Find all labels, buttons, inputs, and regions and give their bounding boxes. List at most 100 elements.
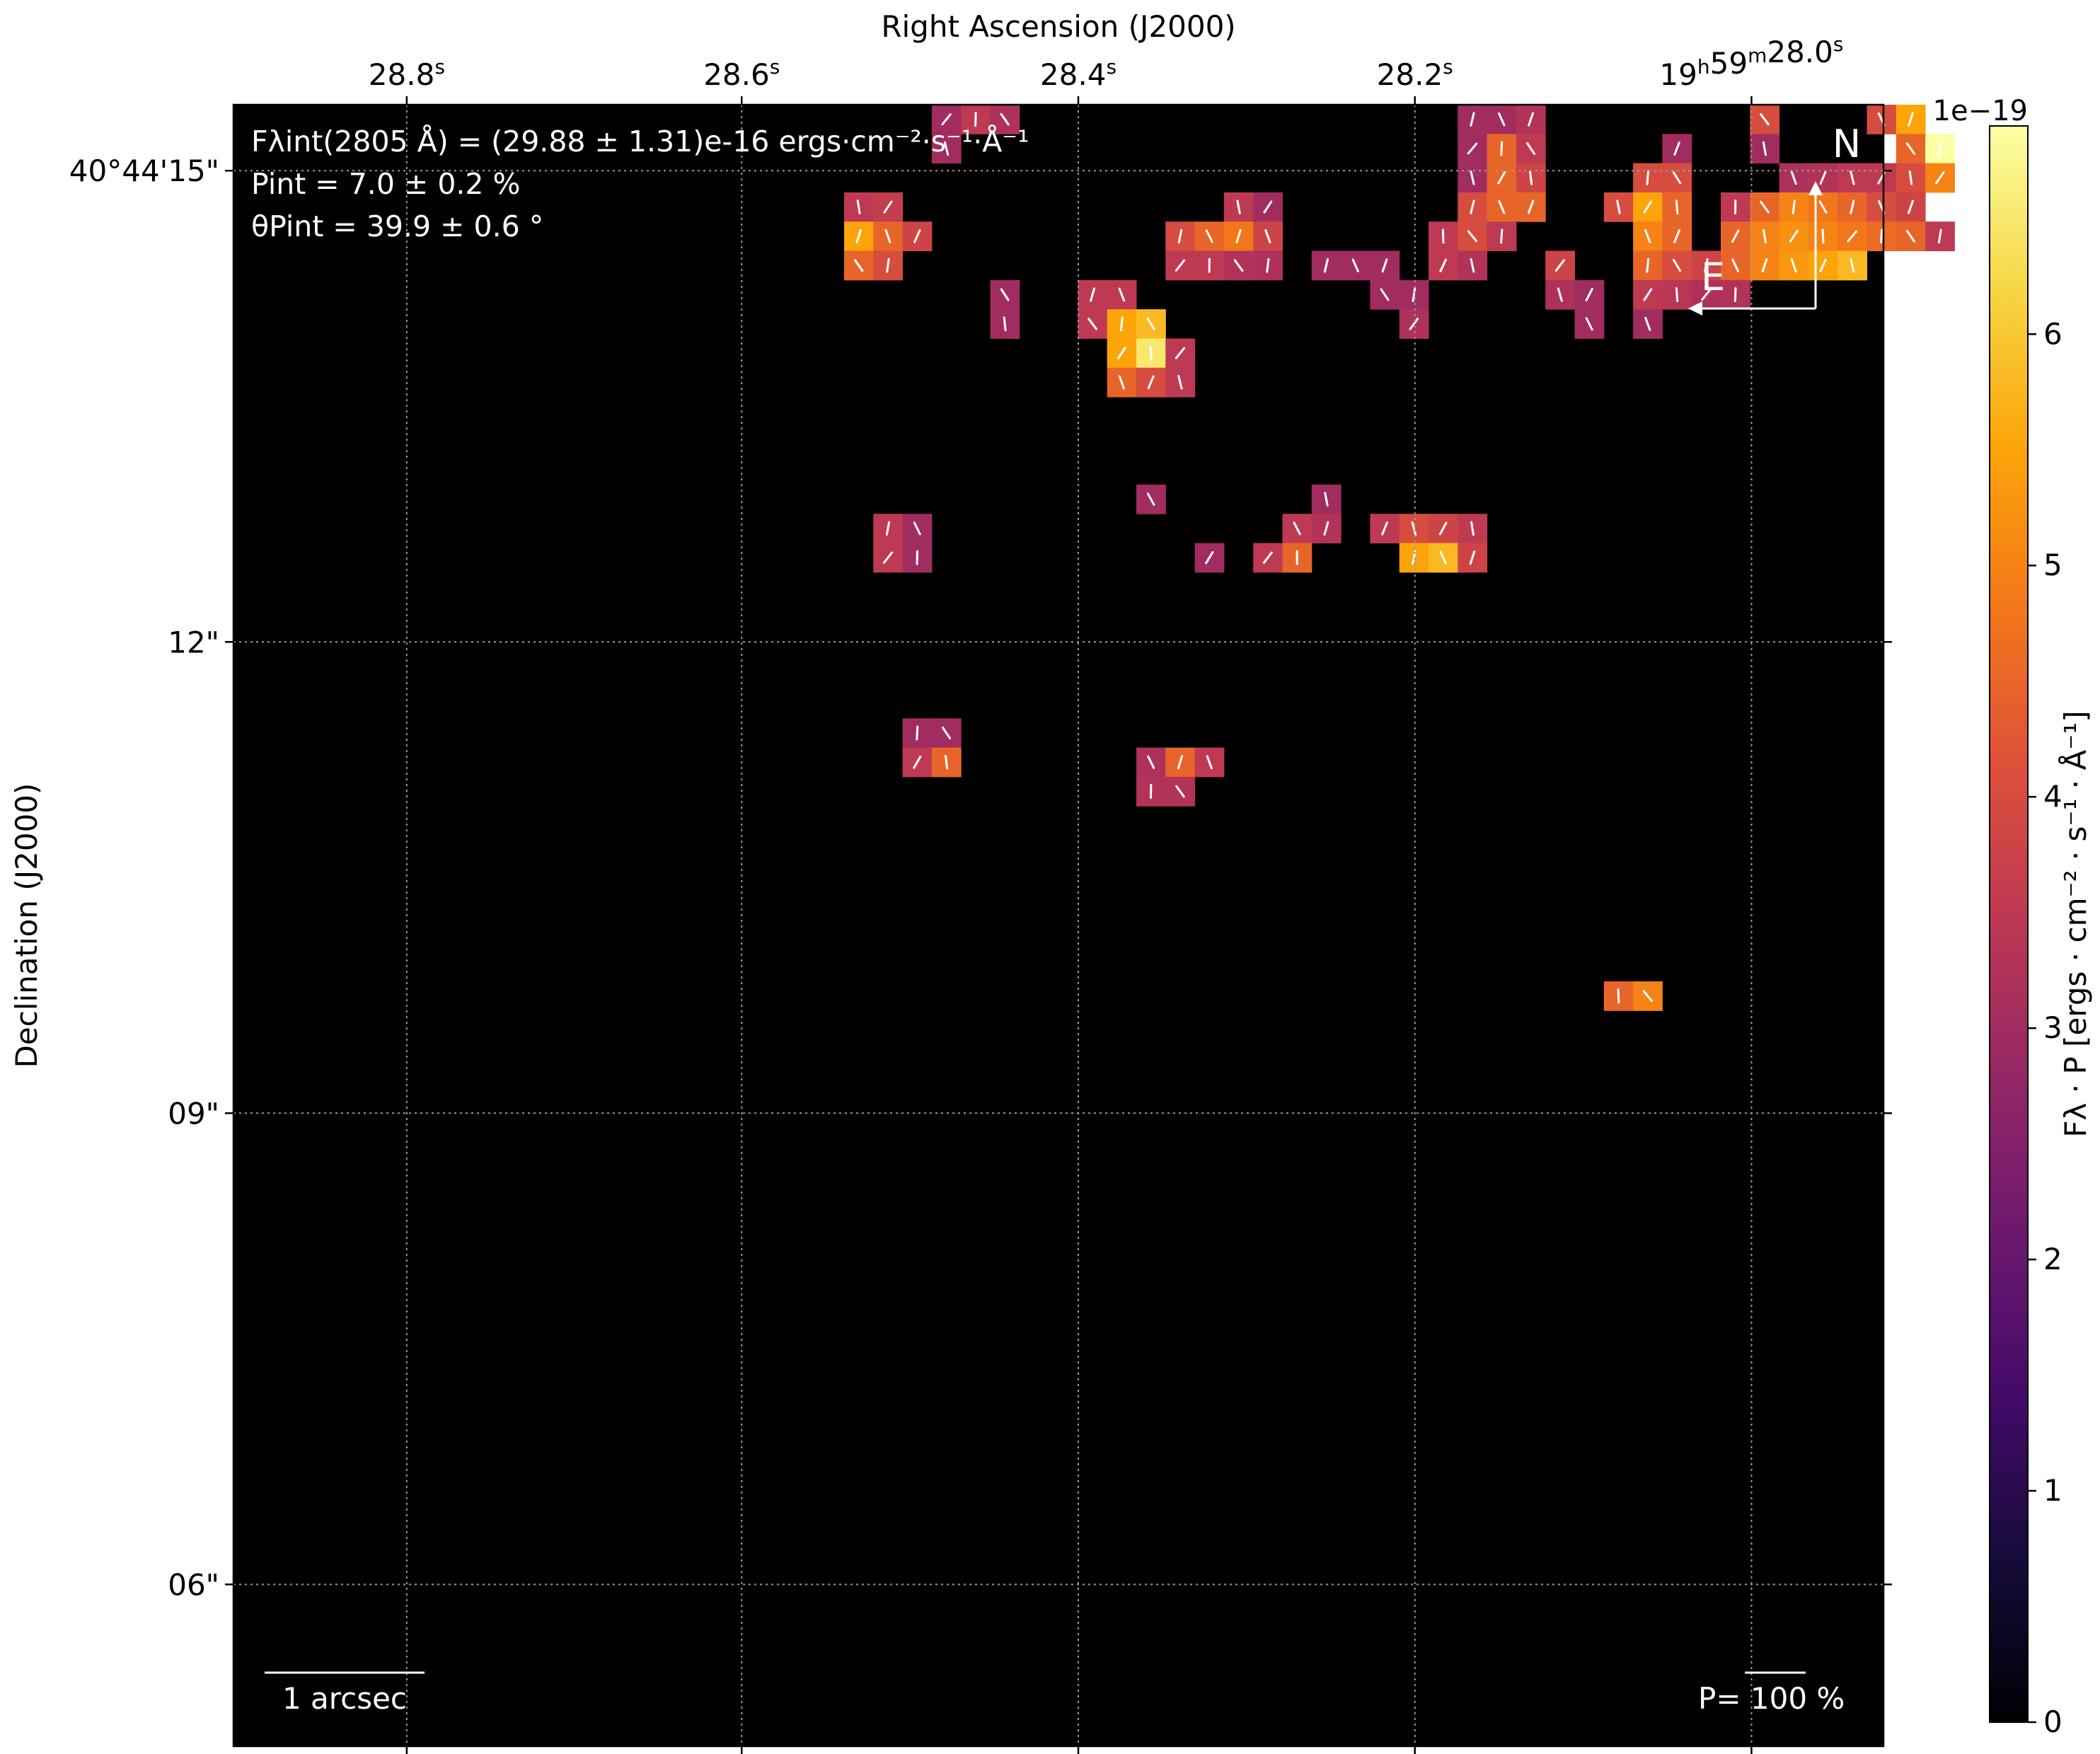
plot-area [233,105,1883,1746]
polarization-vector [1146,492,1155,506]
plot-frame [232,103,1885,1748]
polarization-vector [1675,287,1679,302]
annotation-polarization-degree: Pint = 7.0 ± 0.2 % [251,167,521,201]
x-tick-label: 28.4s [1040,55,1117,92]
colorbar-tick-label: 4 [2043,779,2062,814]
polarization-vector [1646,170,1650,185]
polarization-vector [1470,200,1475,214]
polarization-vector [855,229,862,243]
polarization-vector [1642,990,1653,1003]
colorbar-label: Fλ · P [ergs · cm⁻² · s⁻¹ · Å⁻¹] [2058,710,2093,1137]
polarization-vector [1149,345,1153,361]
polarization-vector [1175,785,1185,798]
polarization-vector [1790,171,1797,185]
colorbar-tick-label: 6 [2043,316,2062,351]
polarization-vector [1409,317,1419,330]
polarization-vector [1731,258,1739,272]
colorbar-tick-label: 5 [2043,548,2062,582]
polarization-vector [1762,229,1767,244]
polarization-vector [853,259,864,272]
grid-lines [233,105,1883,1746]
polarization-vector [1324,492,1329,507]
polarization-vector [1175,347,1186,359]
polarization-vector [944,754,949,770]
x-tick-main: 28.4 [1040,57,1107,92]
polarization-vector [1498,112,1506,127]
polarization-vector [1905,229,1915,243]
polarization-vector [1236,200,1241,214]
polarization-vector [943,141,950,156]
polarization-vector [1000,288,1010,301]
y-tick-label: 12" [168,625,219,659]
polarization-vector [1819,171,1827,185]
polarization-vector [1792,200,1796,214]
polarization-vector [1323,521,1329,536]
polarization-vector [1675,200,1679,215]
annotation-flux: Fλint(2805 Å) = (29.88 ± 1.31)e-16 ergs·… [251,125,1029,158]
polarization-vector [1177,755,1184,770]
polarization-vector [1498,200,1506,214]
polarization-vector [1088,318,1097,330]
x-tick-superscript: s [770,55,780,79]
scale-bar-label: 1 arcsec [282,1681,407,1716]
polarization-vector [913,755,922,769]
polarization-vector [1235,229,1242,243]
polarization-vector [882,551,893,564]
colorbar-ticks: 0 1 2 3 4 5 6 [2028,316,2062,1739]
polarization-vector [1147,375,1155,390]
polarization-vector [1470,258,1475,273]
polarization-vector [1467,230,1478,243]
polarization-vector [1470,170,1475,185]
polarization-vector [1146,317,1155,330]
polarization-vector [885,521,891,536]
polarization-vector [1205,229,1213,243]
polarization-vector [1381,258,1388,273]
scale-bar: 1 arcsec [265,1671,425,1716]
polarization-vector [1673,229,1680,243]
polarization-vector [1003,316,1007,332]
polarization-vector [1937,141,1942,156]
polarization-vector [1263,200,1273,214]
polarization-vector [1790,258,1797,273]
colorbar-exponent: 1e−19 [1933,95,2028,127]
polarization-vector [913,521,921,536]
polarization-vector [1643,288,1653,301]
polarization-vector [1760,112,1770,126]
polarization-vector [1293,521,1301,536]
colorbar-tick-label: 2 [2043,1242,2062,1276]
polarization-vector [1439,550,1447,565]
polarization-vector [1467,142,1478,155]
x-tick-superscript: h [1697,55,1710,79]
polarization-vector [1880,229,1883,244]
x-tick-label: 19h59m28.0s [1659,33,1843,92]
polarization-vector [1935,171,1945,185]
polarization-vector [1557,287,1563,302]
polarization-vector [1497,171,1506,185]
tick-marks [225,96,1892,1754]
colorbar-tick-label: 3 [2043,1010,2062,1045]
polarization-vector [1617,988,1620,1004]
polarization-vector [1554,259,1565,272]
x-tick-main: 59 [1710,46,1748,81]
polarization-vector [1762,141,1767,156]
polarization-vector [1177,375,1183,390]
polarization-vector [1585,317,1593,331]
colorbar-tick-label: 0 [2043,1704,2062,1739]
polarization-vector [1323,258,1329,273]
polarization-vector [1118,287,1126,302]
polarization-vector [1818,200,1828,214]
x-tick-label: 28.6s [703,55,780,92]
x-tick-superscript: s [1833,33,1844,56]
polarization-vector [884,229,892,243]
polarization-vector [1644,316,1651,331]
polarization-vector [1937,229,1942,244]
polarization-vector [1850,171,1855,185]
compass-north-arrowhead [1808,181,1823,195]
polarization-scale: P= 100 % [1698,1671,1845,1716]
polarization-vector [1733,287,1737,302]
polarization-vector [1264,229,1271,243]
x-tick-main: 28.2 [1377,57,1443,92]
polarization-vector [1905,142,1916,155]
polarization-vector [1262,551,1273,564]
compass: N E [1688,122,1861,316]
